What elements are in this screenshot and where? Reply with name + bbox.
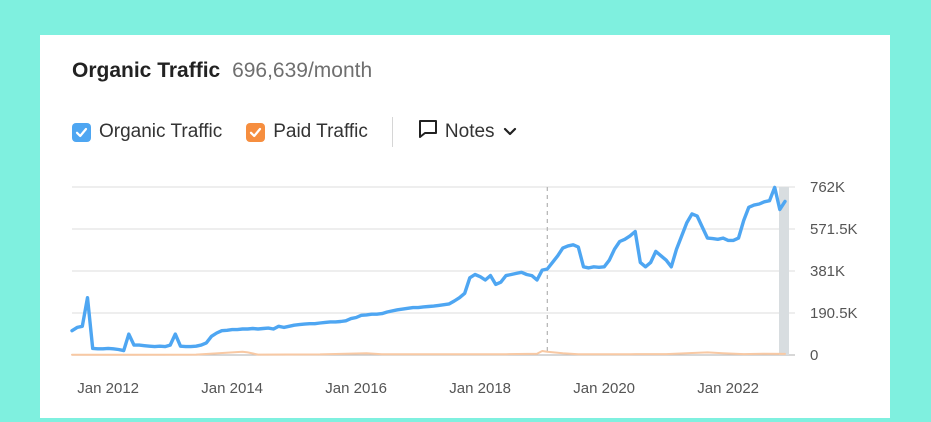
x-tick-label: Jan 2020 [573,380,635,397]
y-tick-label: 381K [810,263,845,280]
selection-handle[interactable] [779,187,789,355]
y-tick-label: 190.5K [810,305,858,322]
chart-legend: Organic Traffic Paid Traffic Notes [72,117,517,147]
organic-traffic-toggle[interactable]: Organic Traffic [72,121,222,143]
chart-header: Organic Traffic 696,639/month [72,59,372,83]
legend-divider [391,117,393,147]
x-tick-label: Jan 2018 [449,380,511,397]
checkbox-checked-icon[interactable] [72,122,91,142]
traffic-value: 696,639/month [232,59,373,82]
paid-traffic-line [71,350,786,356]
notes-label: Notes [444,121,495,142]
chart-series [70,185,787,356]
organic-traffic-label: Organic Traffic [99,121,223,142]
y-axis: 0 190.5K 381K 571.5K 762K [810,179,858,364]
paid-traffic-label: Paid Traffic [273,121,368,142]
chart-grid [72,186,795,356]
chevron-down-icon [503,121,517,143]
y-tick-label: 0 [810,347,818,364]
notes-dropdown[interactable]: Notes [417,118,517,146]
x-axis: Jan 2012 Jan 2014 Jan 2016 Jan 2018 Jan 2020… [77,380,759,397]
checkbox-checked-icon[interactable] [246,122,266,142]
x-tick-label: Jan 2012 [77,380,139,397]
page-title: Organic Traffic [72,59,221,82]
y-tick-label: 571.5K [810,221,858,238]
organic-traffic-line [70,185,787,353]
x-tick-label: Jan 2022 [697,380,759,397]
y-tick-label: 762K [810,179,845,196]
paid-traffic-toggle[interactable]: Paid Traffic [246,121,368,143]
x-tick-label: Jan 2014 [201,380,263,397]
x-tick-label: Jan 2016 [325,380,387,397]
comment-icon [417,118,439,146]
